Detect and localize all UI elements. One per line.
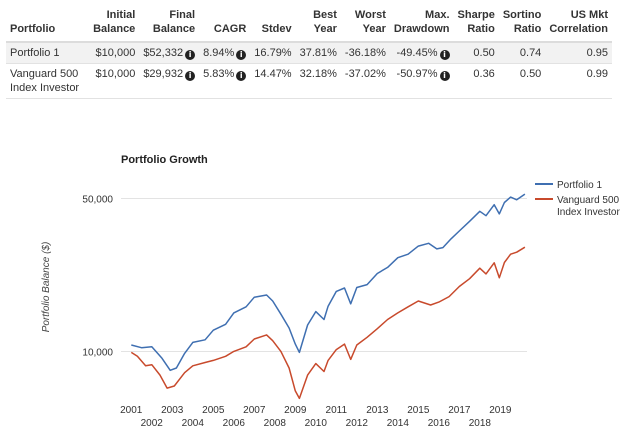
x-tick-label: 2003 [161,405,184,416]
x-tick-label: 2014 [387,418,410,429]
col-header-cagr[interactable]: CAGR [199,6,251,43]
series-line[interactable] [131,193,526,372]
cell-initial-balance: $10,000 [89,42,140,64]
y-axis-label: Portfolio Balance ($) [41,242,52,333]
chart-title: Portfolio Growth [121,154,208,166]
cell-initial-balance: $10,000 [89,63,140,99]
cell-portfolio: Vanguard 500 Index Investor [6,63,90,99]
col-header-best-year[interactable]: Best Year [295,6,341,43]
info-icon[interactable]: i [185,50,196,60]
cell-sharpe: 0.50 [453,42,499,64]
col-header-final-balance[interactable]: Final Balance [139,6,200,43]
x-tick-label: 2013 [366,405,389,416]
x-tick-label: 2004 [182,418,205,429]
y-tick-label: 50,000 [82,194,113,205]
table-row: Vanguard 500 Index Investor $10,000 $29,… [6,63,612,99]
cell-stdev: 16.79% [250,42,296,64]
x-tick-label: 2012 [346,418,369,429]
info-icon[interactable]: i [185,71,196,81]
col-header-stdev[interactable]: Stdev [250,6,296,43]
x-tick-label: 2010 [305,418,328,429]
cell-max-drawdown: -50.97% i [389,63,454,99]
cell-worst-year: -36.18% [340,42,390,64]
table-header-row: Portfolio Initial Balance Final Balance CA… [6,6,612,43]
cell-stdev: 14.47% [250,63,296,99]
cell-max-drawdown: -49.45% i [389,42,454,64]
cell-cagr: 5.83% i [199,63,251,99]
col-header-sharpe-ratio[interactable]: Sharpe Ratio [453,6,499,43]
x-tick-label: 2016 [428,418,451,429]
y-tick-label: 10,000 [82,347,113,358]
info-icon[interactable]: i [236,71,247,81]
x-tick-label: 2011 [326,405,348,416]
legend-label: Vanguard 500 [557,195,620,206]
x-tick-label: 2018 [469,418,492,429]
col-header-portfolio[interactable]: Portfolio [6,6,90,43]
cell-best-year: 37.81% [295,42,341,64]
x-tick-label: 2005 [202,405,225,416]
x-axis-ticks: 2001 2003 2005 2007 2009 2011 2013 2015 2017 2019… [120,405,512,429]
x-tick-label: 2017 [448,405,471,416]
x-tick-label: 2019 [489,405,512,416]
col-header-us-mkt-correlation[interactable]: US Mkt Correlation [545,6,612,43]
cell-sharpe: 0.36 [453,63,499,99]
x-tick-label: 2009 [284,405,307,416]
x-tick-label: 2001 [120,405,143,416]
table-row: Portfolio 1 $10,000 $52,332 i 8.94% i 16.7… [6,42,612,64]
legend-label: Portfolio 1 [557,180,602,191]
gridlines: 10,000 50,000 [82,194,527,358]
x-tick-label: 2008 [264,418,287,429]
x-tick-label: 2006 [223,418,246,429]
cell-final-balance: $29,932 i [139,63,200,99]
portfolio-stats-table: Portfolio Initial Balance Final Balance CA… [6,6,612,99]
cell-sortino: 0.74 [498,42,546,64]
col-header-max-drawdown[interactable]: Max. Drawdown [389,6,454,43]
info-icon[interactable]: i [439,71,450,81]
col-header-initial-balance[interactable]: Initial Balance [89,6,140,43]
x-tick-label: 2007 [243,405,266,416]
col-header-sortino-ratio[interactable]: Sortino Ratio [498,6,546,43]
cell-worst-year: -37.02% [340,63,390,99]
cell-sortino: 0.50 [498,63,546,99]
cell-correlation: 0.95 [545,42,612,64]
cell-correlation: 0.99 [545,63,612,99]
x-tick-label: 2002 [141,418,164,429]
info-icon[interactable]: i [439,50,450,60]
x-tick-label: 2015 [407,405,430,416]
cell-best-year: 32.18% [295,63,341,99]
cell-portfolio: Portfolio 1 [6,42,90,64]
series-line[interactable] [130,246,526,400]
cell-cagr: 8.94% i [199,42,251,64]
legend-label: Index Investor [557,207,620,218]
cell-final-balance: $52,332 i [139,42,200,64]
series-layer [130,193,526,400]
col-header-worst-year[interactable]: Worst Year [340,6,390,43]
info-icon[interactable]: i [236,50,247,60]
